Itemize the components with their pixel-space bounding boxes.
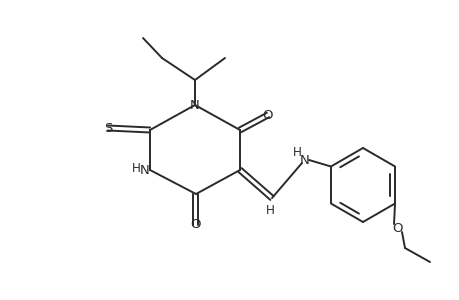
Text: S: S xyxy=(104,122,112,134)
Text: O: O xyxy=(190,218,201,232)
Text: H: H xyxy=(265,203,274,217)
Text: N: N xyxy=(299,154,309,166)
Text: N: N xyxy=(140,164,150,176)
Text: H: H xyxy=(131,161,140,175)
Text: H: H xyxy=(292,146,301,158)
Text: O: O xyxy=(392,221,403,235)
Text: N: N xyxy=(190,98,200,112)
Text: O: O xyxy=(262,109,273,122)
